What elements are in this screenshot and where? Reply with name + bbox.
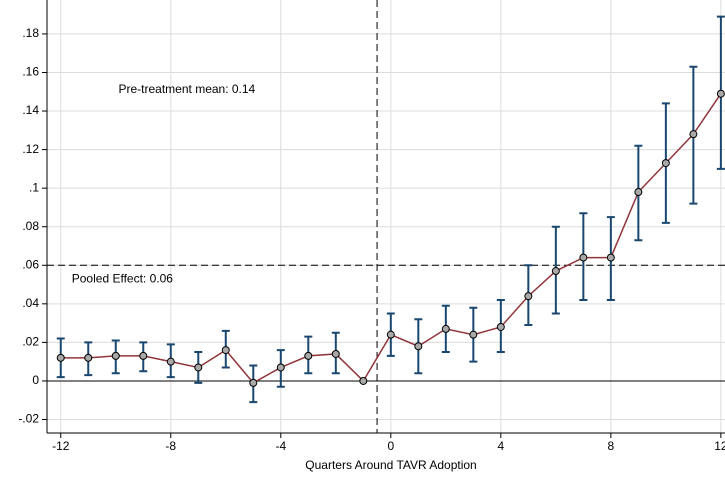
point (194, 363, 203, 372)
point (524, 292, 533, 301)
point (111, 351, 120, 360)
point (469, 330, 478, 339)
point (359, 376, 368, 385)
point (441, 324, 450, 333)
point (304, 351, 313, 360)
point (634, 188, 643, 197)
y-tick-label: .14 (22, 103, 39, 117)
annotation: Pooled Effect: 0.06 (72, 271, 174, 285)
point (661, 159, 670, 168)
x-tick-label: -12 (52, 439, 70, 453)
y-tick-label: 0 (32, 373, 39, 387)
y-tick-label: .06 (22, 257, 39, 271)
point (139, 351, 148, 360)
y-tick-label: .16 (22, 65, 39, 79)
x-tick-label: 0 (387, 439, 394, 453)
point (84, 353, 93, 362)
point (551, 267, 560, 276)
y-tick-label: .1 (29, 180, 39, 194)
point (166, 357, 175, 366)
point (716, 89, 725, 98)
x-tick-label: 8 (608, 439, 615, 453)
point (689, 130, 698, 139)
x-tick-label: -8 (165, 439, 176, 453)
annotation: Pre-treatment mean: 0.14 (119, 82, 256, 96)
y-tick-label: .08 (22, 219, 39, 233)
x-tick-label: 4 (497, 439, 504, 453)
point (276, 363, 285, 372)
y-tick-label: .12 (22, 142, 39, 156)
y-tick-label: .04 (22, 296, 39, 310)
point (579, 253, 588, 262)
point (56, 353, 65, 362)
point (221, 346, 230, 355)
point (249, 378, 258, 387)
point (414, 342, 423, 351)
point (386, 330, 395, 339)
x-tick-label: 12 (714, 439, 725, 453)
y-tick-label: .18 (22, 26, 39, 40)
point (496, 322, 505, 331)
y-tick-label: -.02 (18, 412, 39, 426)
point (606, 253, 615, 262)
x-axis-title: Quarters Around TAVR Adoption (305, 458, 476, 472)
x-tick-label: -4 (275, 439, 286, 453)
y-tick-label: .02 (22, 335, 39, 349)
point (331, 349, 340, 358)
